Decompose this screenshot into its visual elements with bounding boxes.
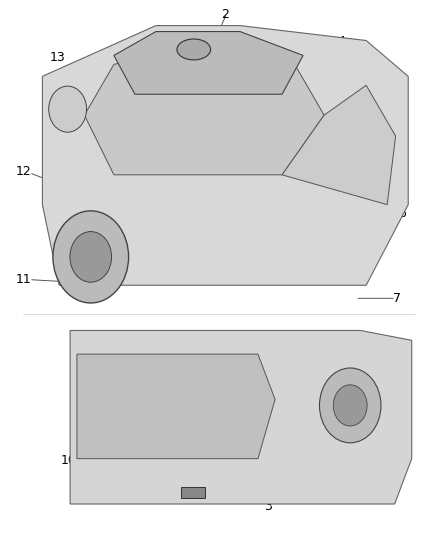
Text: 9: 9: [152, 454, 160, 466]
Text: 2: 2: [222, 8, 230, 21]
Text: 4: 4: [337, 35, 345, 47]
Text: 5: 5: [380, 127, 389, 140]
Text: 12: 12: [15, 165, 31, 177]
Text: 3: 3: [264, 500, 272, 513]
Text: 13: 13: [50, 51, 66, 63]
Text: 11: 11: [15, 273, 31, 286]
Text: 8: 8: [337, 353, 345, 366]
Text: 7: 7: [393, 292, 402, 305]
Text: 6: 6: [398, 207, 406, 220]
Text: 10: 10: [61, 454, 77, 466]
Text: 8: 8: [98, 438, 106, 450]
